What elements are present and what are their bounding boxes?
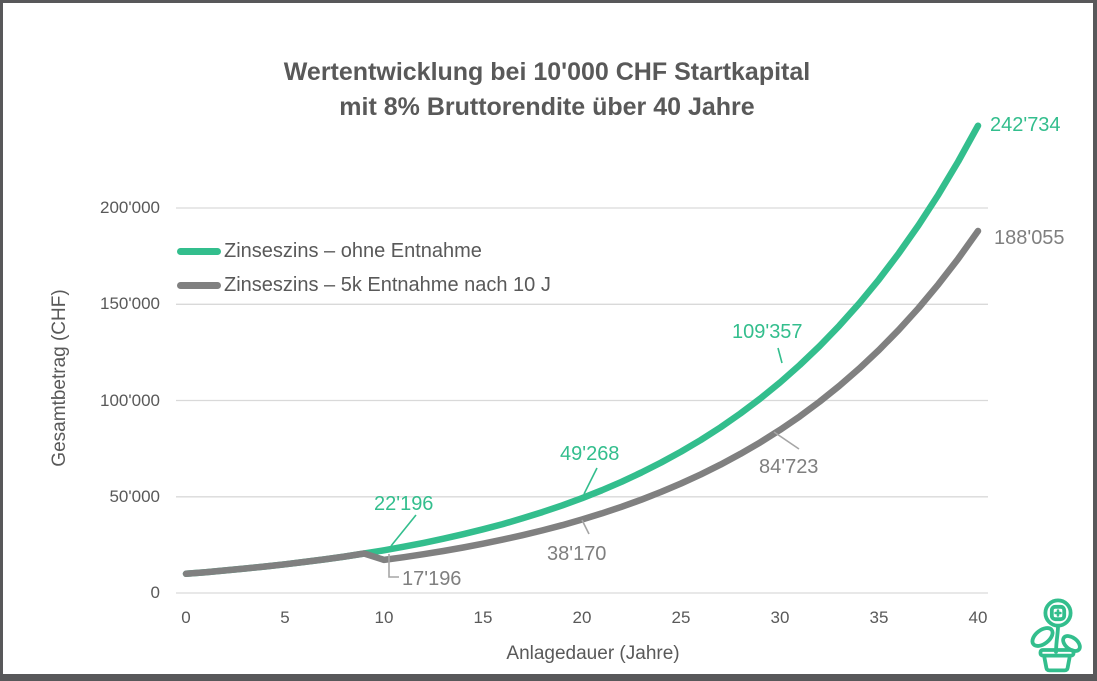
y-tick-label-100'000: 100'000: [100, 391, 160, 410]
plant-leaf-right: [1061, 634, 1082, 653]
legend-swatch-1: [177, 281, 221, 289]
data-label-s0y40: 242'734: [990, 114, 1061, 136]
data-label-s0y10: 22'196: [374, 493, 434, 515]
series-line-1: [182, 227, 982, 578]
chart-title-line-1: Wertentwicklung bei 10'000 CHF Startkapi…: [283, 58, 811, 86]
plant-stem: [1054, 624, 1060, 654]
x-tick-label-10: 10: [374, 608, 394, 627]
data-label-s1y20: 38'170: [547, 543, 607, 565]
data-label-s1y30: 84'723: [759, 456, 819, 478]
plant-coin-plus: [1054, 609, 1062, 617]
x-tick-label-35: 35: [869, 608, 889, 627]
leader-line-s1y10: [388, 554, 399, 578]
chart-title-line-2: mit 8% Bruttorendite über 40 Jahre: [339, 93, 755, 121]
data-label-s0y20: 49'268: [560, 443, 620, 465]
leader-line-s1y30: [773, 431, 800, 450]
x-tick-label-15: 15: [473, 608, 493, 627]
y-tick-label-50'000: 50'000: [109, 487, 160, 506]
chart-title: Wertentwicklung bei 10'000 CHF Startkapi…: [3, 55, 1091, 125]
data-label-s1y40: 188'055: [994, 227, 1065, 249]
leader-line-s0y20: [583, 467, 598, 495]
x-tick-label-5: 5: [280, 608, 290, 627]
data-label-s0y30: 109'357: [732, 321, 803, 343]
legend-swatch-0: [177, 247, 221, 255]
x-tick-label-0: 0: [181, 608, 191, 627]
x-tick-label-25: 25: [671, 608, 691, 627]
series-line-0: [182, 122, 982, 578]
y-tick-label-200'000: 200'000: [100, 198, 160, 217]
plant-icon: [1030, 598, 1082, 673]
x-axis-title: Anlagedauer (Jahre): [506, 643, 680, 664]
plant-pot-body: [1042, 656, 1072, 673]
legend-label-0: Zinseszins – ohne Entnahme: [224, 239, 482, 262]
plant-leaf-left: [1030, 626, 1055, 648]
x-tick-label-20: 20: [572, 608, 592, 627]
plant-coin-square: [1049, 604, 1067, 622]
data-label-s1y10: 17'196: [402, 568, 462, 590]
y-tick-label-0: 0: [150, 583, 160, 602]
legend-item-0: Zinseszins – ohne Entnahme: [177, 239, 551, 263]
plot-area: [176, 122, 988, 594]
y-tick-label-150'000: 150'000: [100, 294, 160, 313]
legend-item-1: Zinseszins – 5k Entnahme nach 10 J: [177, 273, 551, 297]
plant-pot-rim: [1038, 648, 1076, 658]
legend-label-1: Zinseszins – 5k Entnahme nach 10 J: [224, 273, 551, 296]
leader-line-s0y30: [777, 347, 783, 364]
x-tick-label-30: 30: [770, 608, 790, 627]
leader-line-s1y20: [581, 519, 590, 535]
leader-line-s0y10: [390, 514, 417, 547]
legend: Zinseszins – ohne Entnahme Zinseszins – 5…: [177, 239, 551, 307]
x-tick-label-40: 40: [968, 608, 988, 627]
